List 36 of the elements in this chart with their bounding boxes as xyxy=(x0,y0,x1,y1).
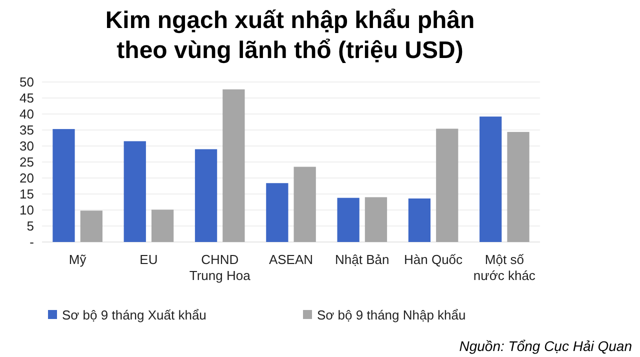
x-tick-label: ASEAN xyxy=(268,252,314,267)
x-tick-label: Mỹ xyxy=(68,252,87,267)
y-tick-label: 35 xyxy=(20,122,34,138)
y-tick-label: 40 xyxy=(20,106,34,122)
x-tick-label: EU xyxy=(140,252,158,267)
bar xyxy=(194,149,218,242)
legend-label: Sơ bộ 9 tháng Xuất khẩu xyxy=(62,308,206,323)
y-tick-label: 45 xyxy=(20,90,34,106)
chart-title: Kim ngạch xuất nhập khẩu phân theo vùng lãnh thổ (triệu USD) xyxy=(105,7,475,64)
text: Nguồn: Tổng Cục Hải Quan xyxy=(459,338,632,354)
bar xyxy=(436,128,458,242)
y-tick-label: 30 xyxy=(20,138,34,154)
bar xyxy=(266,183,288,242)
x-tick-label: Hàn Quốc xyxy=(404,252,464,267)
legend-label: Sơ bộ 9 tháng Nhập khẩu xyxy=(317,308,466,323)
y-tick-label: 10 xyxy=(20,202,34,218)
bar xyxy=(294,166,316,242)
y-tick-label: 50 xyxy=(20,74,34,90)
y-tick-label: 20 xyxy=(20,170,34,186)
bar xyxy=(337,198,360,242)
x-tick-label: Nhật Bản xyxy=(335,252,390,267)
bar xyxy=(52,129,75,242)
bar xyxy=(480,116,502,242)
y-tick-label: 15 xyxy=(20,186,34,202)
bar xyxy=(222,89,245,242)
bar xyxy=(151,210,174,242)
y-tick-label: - xyxy=(30,234,34,250)
x-tick-label: Một số nước khác xyxy=(473,252,536,283)
y-tick-label: 25 xyxy=(20,154,34,170)
bar xyxy=(507,132,530,242)
x-tick-label: CHND Trung Hoa xyxy=(189,252,252,283)
bar xyxy=(80,210,102,242)
bar xyxy=(124,141,146,242)
y-tick-label: 5 xyxy=(26,218,34,234)
bar xyxy=(364,197,388,242)
bar xyxy=(408,198,431,242)
